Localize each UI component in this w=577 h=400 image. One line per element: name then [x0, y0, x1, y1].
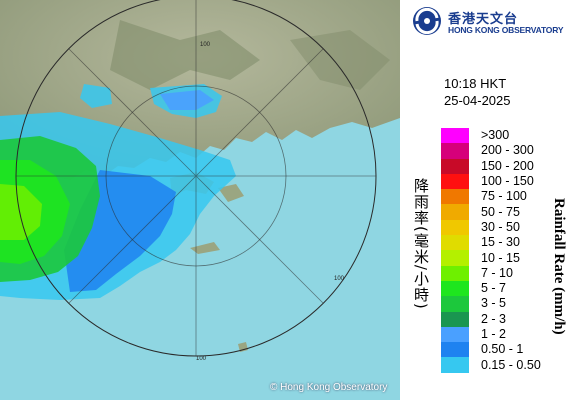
legend-swatch — [441, 250, 469, 266]
org-name-cn: 香港天文台 — [448, 12, 519, 27]
radar-map-svg: 100 100 100 — [0, 0, 400, 400]
legend-swatch — [441, 235, 469, 251]
radial-lines — [16, 0, 376, 356]
legend-swatch — [441, 219, 469, 236]
legend-swatch — [441, 326, 469, 343]
legend-item: 15 - 30 — [441, 235, 520, 251]
legend-label: 50 - 75 — [481, 204, 520, 219]
legend-item: 7 - 10 — [441, 265, 513, 281]
legend-label: 5 - 7 — [481, 281, 507, 296]
legend-item: 1 - 2 — [441, 326, 506, 343]
legend-item: 100 - 150 — [441, 173, 534, 190]
legend-panel: 香港天文台 HONG KONG OBSERVATORY 10:18 HKT 25… — [400, 0, 577, 400]
island — [218, 184, 244, 202]
legend-label: 75 - 100 — [481, 189, 527, 204]
legend-item: 200 - 300 — [441, 143, 534, 159]
legend-item: 0.15 - 0.50 — [441, 357, 541, 373]
legend-label: 10 - 15 — [481, 250, 520, 265]
range-ring-label: 100 — [200, 42, 211, 48]
rain-echo-yellow-green — [0, 184, 42, 240]
copyright-text: © Hong Kong Observatory — [270, 382, 388, 393]
legend-label: 15 - 30 — [481, 235, 520, 250]
range-ring-label: 100 — [196, 356, 207, 362]
legend-item: 150 - 200 — [441, 158, 534, 174]
land-shading — [110, 20, 260, 90]
legend-swatch — [441, 296, 469, 312]
legend-item: 5 - 7 — [441, 280, 506, 297]
legend-swatch — [441, 204, 469, 220]
legend-label: 1 - 2 — [481, 327, 507, 341]
legend-swatch — [441, 342, 469, 358]
hko-logo[interactable]: 香港天文台 HONG KONG OBSERVATORY — [412, 6, 572, 38]
legend-swatch — [441, 158, 469, 174]
legend-swatch — [441, 265, 469, 281]
legend-title-en: Rainfall Rate (mm/h) — [551, 198, 567, 335]
radar-map[interactable]: 100 100 100 © Hong Kong Observatory — [0, 0, 400, 400]
legend-label: 30 - 50 — [481, 219, 520, 234]
rain-echo-blue — [160, 90, 214, 110]
land-shading — [290, 30, 390, 90]
legend-item: 10 - 15 — [441, 250, 520, 266]
legend-swatch — [441, 173, 469, 190]
legend-swatch — [441, 280, 469, 297]
legend-item: 30 - 50 — [441, 219, 520, 236]
legend-label: 7 - 10 — [481, 265, 513, 280]
range-ring-label: 100 — [334, 276, 345, 282]
legend-swatch — [441, 357, 469, 373]
legend-swatch — [441, 128, 469, 144]
legend-label: 150 - 200 — [481, 158, 534, 173]
legend-item: 2 - 3 — [441, 311, 506, 327]
legend-item: 75 - 100 — [441, 189, 527, 205]
observation-date: 25-04-2025 — [444, 93, 511, 108]
legend-item: 3 - 5 — [441, 296, 506, 312]
rainfall-scale: >300 200 - 300 150 - 200 100 - 150 75 - 100 5… — [441, 128, 541, 373]
legend-swatch — [441, 143, 469, 159]
legend-item: 50 - 75 — [441, 204, 520, 220]
legend-label: 100 - 150 — [481, 174, 534, 189]
legend-label: >300 — [481, 128, 510, 143]
legend-label: 0.15 - 0.50 — [481, 357, 541, 372]
legend-label: 2 - 3 — [481, 311, 507, 326]
rain-echo-light — [80, 84, 112, 108]
observation-time: 10:18 HKT — [444, 76, 507, 91]
legend-swatch — [441, 189, 469, 205]
legend-item: >300 — [441, 128, 509, 144]
legend-label: 3 - 5 — [481, 296, 507, 311]
hko-logo-icon — [413, 7, 441, 35]
legend-swatch — [441, 311, 469, 327]
legend-title-cn: 降雨率(毫米/小時) — [412, 178, 430, 310]
legend-label: 200 - 300 — [481, 143, 534, 158]
island — [190, 242, 220, 254]
legend-label: 0.50 - 1 — [481, 342, 524, 357]
legend-item: 0.50 - 1 — [441, 342, 523, 358]
org-name-en: HONG KONG OBSERVATORY — [448, 25, 564, 35]
